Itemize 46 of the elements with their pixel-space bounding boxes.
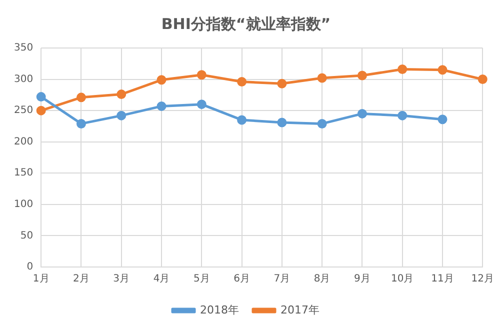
x-tick-label: 12月 [471,274,494,285]
x-tick-label: 8月 [314,274,330,285]
x-tick-label: 2月 [73,274,90,285]
y-tick-label: 350 [14,42,34,54]
y-tick-label: 150 [14,168,34,179]
point [36,106,46,116]
legend-label: 2017年 [280,303,320,316]
x-tick-label: 6月 [234,274,250,285]
point [317,73,327,83]
x-tick-label: 1月 [32,274,50,285]
x-tick-label: 3月 [113,274,130,285]
point [76,118,86,128]
point [317,118,327,128]
legend-label: 2018年 [200,303,240,316]
x-tick-label: 7月 [274,274,290,285]
point [36,92,46,102]
point [237,77,247,87]
point [196,100,206,110]
point [277,78,287,88]
point [438,65,448,75]
point [116,110,126,120]
chart-title: BHI分指数“就业率指数” [161,14,331,33]
x-tick-label: 5月 [193,274,210,285]
point [277,118,287,128]
point [478,74,488,84]
x-tick-label: 9月 [354,274,370,285]
point [156,75,166,85]
x-tick-label: 11月 [431,274,454,285]
point [357,108,367,118]
y-tick-label: 100 [14,199,34,210]
x-tick-label: 10月 [390,274,414,285]
y-tick-label: 300 [14,74,34,85]
point [398,64,408,74]
y-tick-label: 50 [20,230,34,242]
point [116,90,126,100]
point [156,101,166,111]
x-tick-label: 4月 [153,274,170,285]
point [196,70,206,80]
point [398,110,408,120]
y-tick-label: 200 [14,136,34,148]
y-tick-label: 0 [26,262,34,273]
point [438,114,448,124]
point [357,70,367,80]
y-tick-label: 250 [14,105,34,116]
point [237,115,247,125]
point [76,92,86,102]
